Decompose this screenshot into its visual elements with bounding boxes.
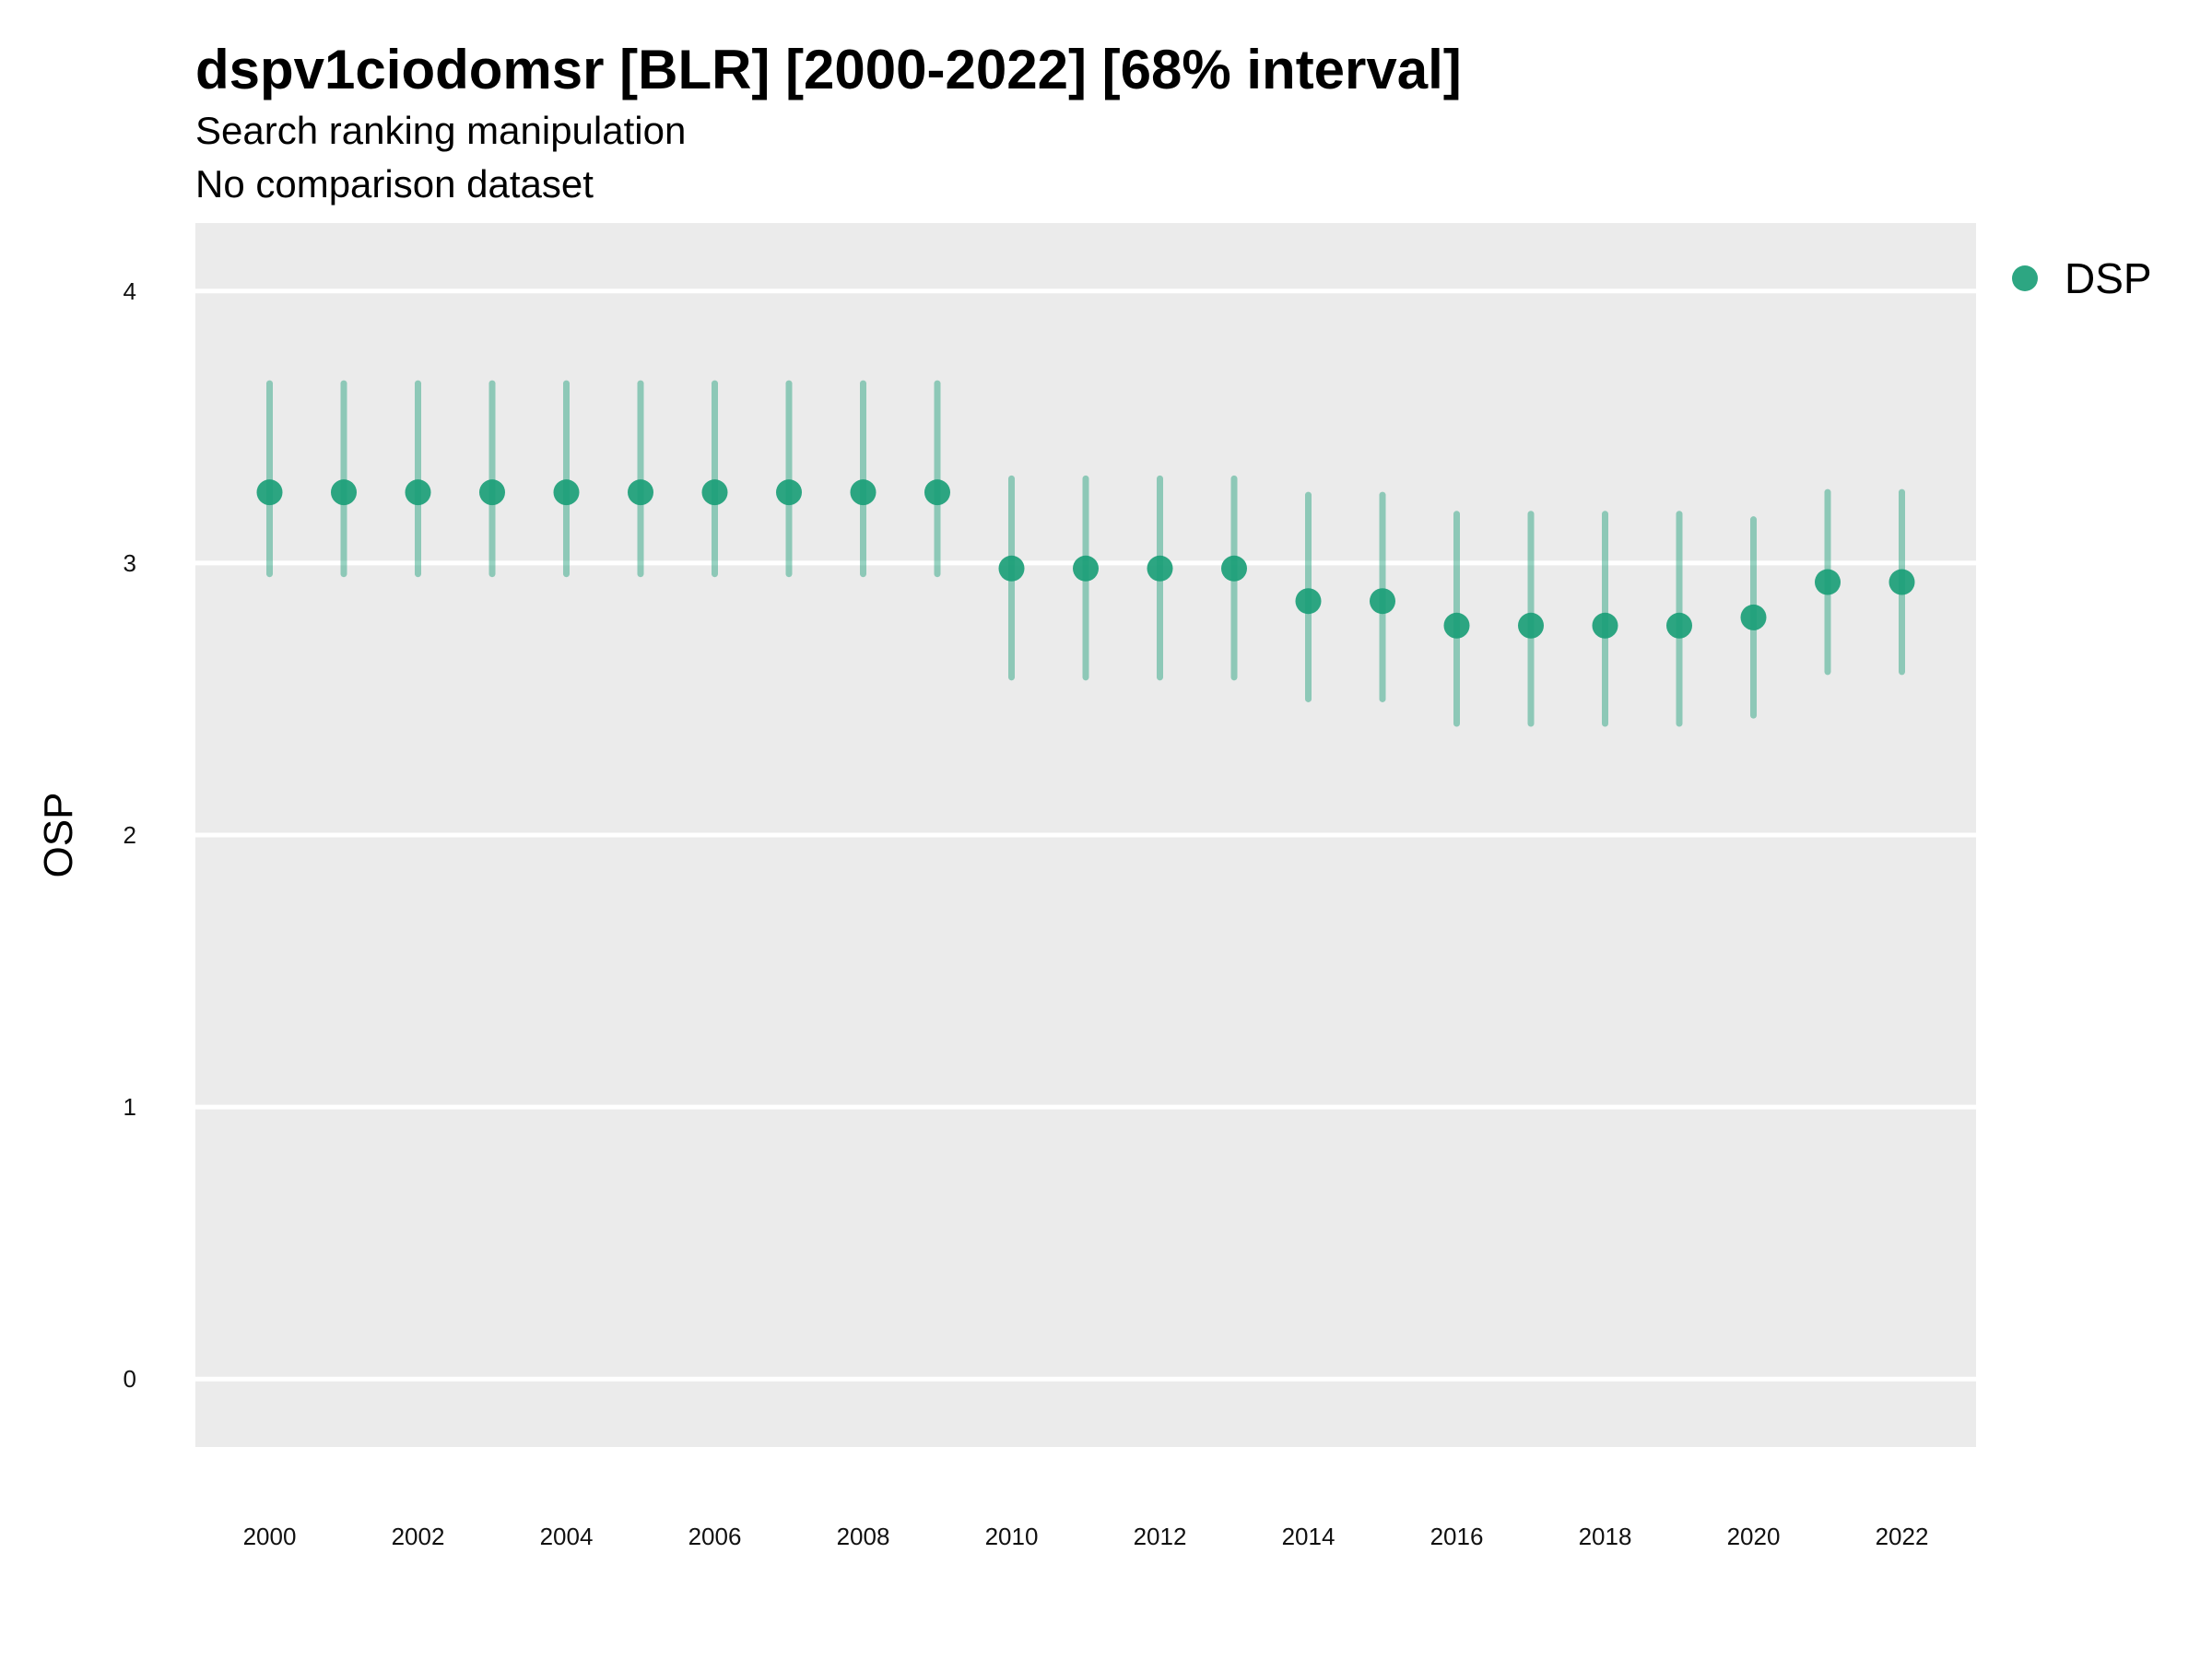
data-point xyxy=(331,479,357,506)
x-tick-label: 2008 xyxy=(837,1523,890,1550)
chart-subtitle: Search ranking manipulation xyxy=(195,109,686,152)
data-point xyxy=(1147,555,1173,582)
y-tick-label: 2 xyxy=(124,821,136,849)
x-axis-ticks: 2000 2002 2004 2006 2008 2010 2012 2014 2016 2018… xyxy=(243,1523,1929,1550)
y-axis-label: OSP xyxy=(36,793,81,878)
data-points xyxy=(256,479,1915,639)
chart-title: dspv1ciodomsr [BLR] [2000-2022] [68% int… xyxy=(195,39,1462,100)
data-point xyxy=(405,479,431,506)
x-tick-label: 2014 xyxy=(1282,1523,1335,1550)
x-tick-label: 2020 xyxy=(1727,1523,1781,1550)
x-tick-label: 2012 xyxy=(1134,1523,1187,1550)
x-tick-label: 2000 xyxy=(243,1523,297,1550)
x-tick-label: 2016 xyxy=(1430,1523,1484,1550)
data-point xyxy=(924,479,950,506)
x-tick-label: 2022 xyxy=(1876,1523,1929,1550)
x-tick-label: 2004 xyxy=(540,1523,594,1550)
data-point xyxy=(1592,612,1618,639)
x-tick-label: 2018 xyxy=(1579,1523,1632,1550)
data-point xyxy=(1295,588,1322,615)
data-point xyxy=(1221,555,1247,582)
data-point xyxy=(256,479,283,506)
legend-label-dsp: DSP xyxy=(2065,254,2152,302)
data-point xyxy=(553,479,580,506)
y-tick-label: 4 xyxy=(124,277,136,305)
data-point xyxy=(850,479,877,506)
data-point xyxy=(1666,612,1692,639)
data-point xyxy=(1815,569,1841,595)
y-tick-label: 0 xyxy=(124,1365,136,1393)
data-point xyxy=(776,479,802,506)
data-point xyxy=(998,555,1025,582)
data-point xyxy=(1073,555,1099,582)
y-tick-label: 3 xyxy=(124,549,136,577)
data-point xyxy=(1443,612,1470,639)
data-point xyxy=(1740,604,1767,630)
data-point xyxy=(479,479,505,506)
x-tick-label: 2002 xyxy=(392,1523,445,1550)
legend: DSP xyxy=(2012,254,2152,302)
x-tick-label: 2010 xyxy=(985,1523,1039,1550)
data-point xyxy=(1518,612,1544,639)
legend-marker-dsp xyxy=(2012,265,2038,291)
data-point xyxy=(701,479,728,506)
data-point xyxy=(628,479,653,506)
y-axis-ticks: 0 1 2 3 4 xyxy=(124,277,136,1393)
chart-subtitle-secondary: No comparison dataset xyxy=(195,162,594,206)
data-point xyxy=(1888,569,1915,595)
y-tick-label: 1 xyxy=(124,1093,136,1121)
data-point xyxy=(1370,588,1395,615)
x-tick-label: 2006 xyxy=(688,1523,742,1550)
